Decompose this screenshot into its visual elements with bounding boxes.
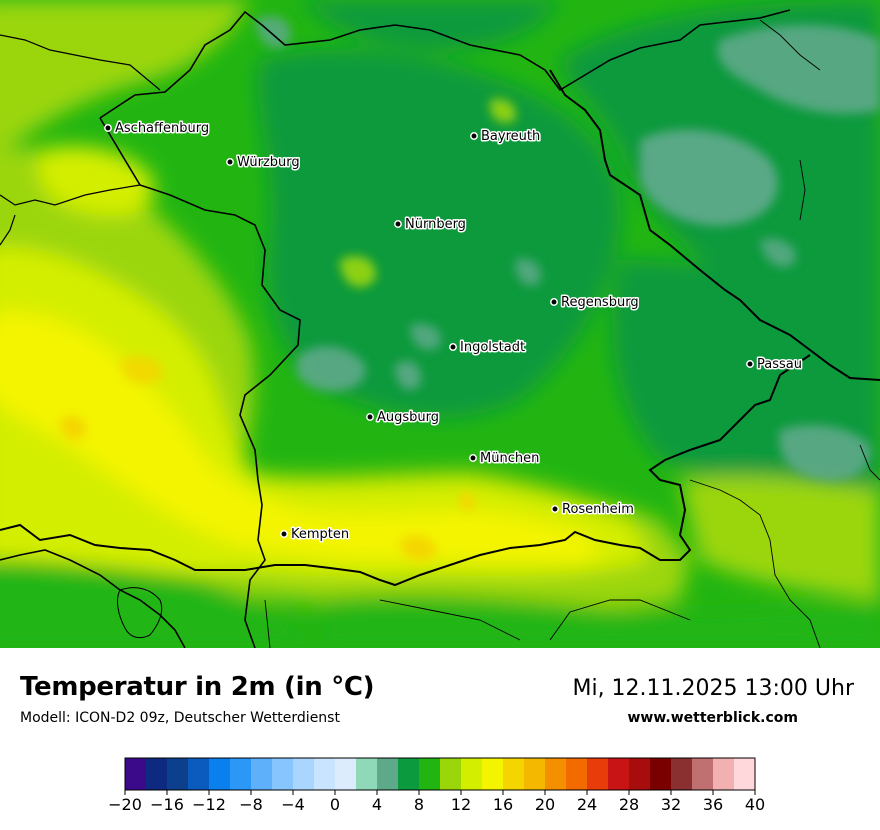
- city-kempten: Kempten: [280, 526, 351, 544]
- legend-tick-label: 0: [330, 795, 340, 814]
- legend-tick-label: 36: [703, 795, 723, 814]
- city-dot-icon: [394, 220, 402, 228]
- city-label: Ingolstadt: [460, 340, 525, 355]
- legend-tick-label: 12: [451, 795, 471, 814]
- city-dot-icon: [470, 132, 478, 140]
- legend-swatch: [146, 758, 168, 790]
- legend-swatch: [188, 758, 210, 790]
- legend-tick-label: −16: [150, 795, 184, 814]
- legend-tick-label: 24: [577, 795, 597, 814]
- legend-swatch: [272, 758, 294, 790]
- city-dot-icon: [469, 454, 477, 462]
- city-dot-icon: [746, 360, 754, 368]
- legend-swatch: [566, 758, 588, 790]
- map-title: Temperatur in 2m (in °C): [20, 672, 375, 702]
- legend-swatch: [545, 758, 567, 790]
- city-dot-icon: [366, 413, 374, 421]
- legend-swatch: [461, 758, 483, 790]
- legend-tick-label: −4: [281, 795, 305, 814]
- city-label: Kempten: [291, 527, 349, 542]
- legend-swatch: [629, 758, 651, 790]
- legend-outline: [124, 757, 756, 791]
- city-dot-icon: [280, 530, 288, 538]
- city-label: Augsburg: [377, 410, 439, 425]
- city-markers: Aschaffenburg Würzburg Bayreuth Nürnberg Reg…: [104, 120, 803, 544]
- city-label: München: [480, 451, 539, 466]
- national-border-austria: [0, 354, 811, 587]
- legend-tick-label: 28: [619, 795, 639, 814]
- legend-tick-label: 16: [493, 795, 513, 814]
- city-passau: Passau: [746, 356, 803, 374]
- legend-swatches: [124, 757, 756, 791]
- legend-swatch: [671, 758, 693, 790]
- city-würzburg: Würzburg: [226, 154, 301, 172]
- legend-tick-label: −20: [108, 795, 142, 814]
- legend-tick-label: 4: [372, 795, 382, 814]
- legend-swatch: [251, 758, 273, 790]
- city-label: Nürnberg: [405, 217, 466, 232]
- city-label: Würzburg: [237, 155, 300, 170]
- legend-tick-label: 20: [535, 795, 555, 814]
- legend-swatch: [650, 758, 672, 790]
- city-dot-icon: [551, 505, 559, 513]
- city-nürnberg: Nürnberg: [394, 216, 467, 234]
- legend-swatch: [377, 758, 399, 790]
- legend-swatch: [734, 758, 756, 790]
- forecast-datetime: Mi, 12.11.2025 13:00 Uhr: [572, 676, 854, 701]
- legend-swatch: [125, 758, 147, 790]
- city-ingolstadt: Ingolstadt: [449, 339, 527, 357]
- temperature-map: Aschaffenburg Würzburg Bayreuth Nürnberg Reg…: [0, 0, 880, 648]
- legend-swatch: [713, 758, 735, 790]
- state-border-bavaria: [99, 9, 791, 648]
- state-border-hesse: [0, 34, 161, 91]
- city-label: Passau: [757, 357, 802, 372]
- legend-swatch: [587, 758, 609, 790]
- legend-swatch: [524, 758, 546, 790]
- city-label: Regensburg: [561, 295, 639, 310]
- color-legend: −20 −16 −12 −8 −4 0 4 8 12 16 20 24 28 32 36 40: [108, 757, 765, 814]
- legend-swatch: [608, 758, 630, 790]
- city-dot-icon: [550, 298, 558, 306]
- city-label: Bayreuth: [481, 129, 540, 144]
- city-augsburg: Augsburg: [366, 409, 441, 427]
- regional-border-czech: [759, 19, 821, 221]
- city-dot-icon: [449, 343, 457, 351]
- legend-swatch: [314, 758, 336, 790]
- state-border-west: [0, 184, 141, 246]
- legend-swatch: [356, 758, 378, 790]
- city-aschaffenburg: Aschaffenburg: [104, 120, 211, 138]
- legend-ticks: −20 −16 −12 −8 −4 0 4 8 12 16 20 24 28 32 36 40: [108, 790, 765, 814]
- city-bayreuth: Bayreuth: [470, 128, 542, 146]
- borders: [0, 9, 880, 648]
- model-source: Modell: ICON-D2 09z, Deutscher Wetterdie…: [20, 710, 340, 726]
- city-label: Rosenheim: [562, 502, 634, 517]
- city-dot-icon: [104, 124, 112, 132]
- legend-swatch: [335, 758, 357, 790]
- city-rosenheim: Rosenheim: [551, 501, 635, 519]
- regional-border-austria: [264, 444, 880, 648]
- legend-swatch: [440, 758, 462, 790]
- legend-swatch: [419, 758, 441, 790]
- city-münchen: München: [469, 450, 541, 468]
- city-regensburg: Regensburg: [550, 294, 640, 312]
- legend-swatch: [209, 758, 231, 790]
- legend-swatch: [692, 758, 714, 790]
- city-dot-icon: [226, 158, 234, 166]
- legend-swatch: [398, 758, 420, 790]
- legend-swatch: [167, 758, 189, 790]
- legend-swatch: [293, 758, 315, 790]
- national-border-czech: [549, 69, 880, 381]
- lake-outline: [117, 587, 163, 639]
- legend-tick-label: 8: [414, 795, 424, 814]
- national-border-switzerland: [0, 549, 186, 648]
- website-link[interactable]: www.wetterblick.com: [627, 710, 799, 726]
- legend-tick-label: −8: [239, 795, 263, 814]
- legend-tick-label: 32: [661, 795, 681, 814]
- legend-swatch: [482, 758, 504, 790]
- legend-tick-label: −12: [192, 795, 226, 814]
- legend-swatch: [503, 758, 525, 790]
- legend-swatch: [230, 758, 252, 790]
- city-label: Aschaffenburg: [115, 121, 209, 136]
- legend-tick-label: 40: [745, 795, 765, 814]
